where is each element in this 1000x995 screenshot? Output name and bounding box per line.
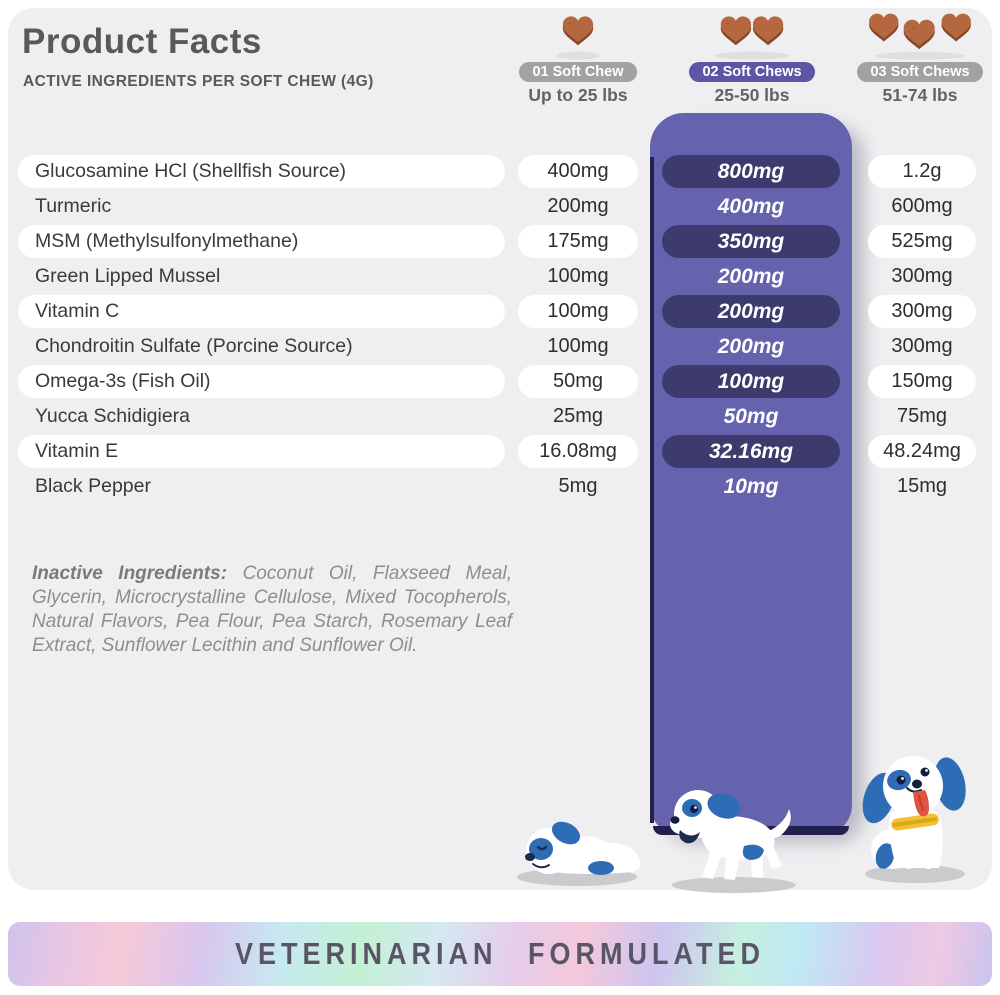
dose-3-value: 15mg (896, 475, 948, 497)
dose-3-value: 150mg (868, 365, 976, 398)
dose-2-value: 800mg (662, 155, 840, 188)
ingredient-row: MSM (Methylsulfonylmethane) 175mg 350mg … (0, 224, 1000, 259)
inactive-ingredients-label: Inactive Ingredients: (32, 563, 228, 584)
veterinarian-banner: VETERINARIAN FORMULATED (8, 922, 992, 986)
ingredient-name: Black Pepper (35, 475, 151, 497)
ingredient-name: Omega-3s (Fish Oil) (18, 365, 505, 398)
dose-3-value: 75mg (896, 405, 948, 427)
ingredient-name: MSM (Methylsulfonylmethane) (18, 225, 505, 258)
ingredient-row: Yucca Schidigiera 25mg 50mg 75mg (0, 399, 1000, 434)
dose-2-value: 200mg (717, 265, 785, 288)
ingredient-name: Chondroitin Sulfate (Porcine Source) (35, 335, 353, 357)
dose-2-value: 100mg (662, 365, 840, 398)
page-subtitle: ACTIVE INGREDIENTS PER SOFT CHEW (4G) (23, 73, 374, 90)
dog-lying-illustration (517, 821, 641, 886)
ingredient-row: Green Lipped Mussel 100mg 200mg 300mg (0, 259, 1000, 294)
dog-sitting-illustration (862, 756, 966, 883)
ingredient-row: Black Pepper 5mg 10mg 15mg (0, 469, 1000, 504)
dose-1-value: 100mg (518, 295, 638, 328)
dose-2-value: 400mg (717, 195, 785, 218)
dose-2-value: 32.16mg (662, 435, 840, 468)
dose-1-value: 25mg (552, 405, 604, 427)
dose-3-value: 1.2g (868, 155, 976, 188)
page-title: Product Facts (22, 22, 262, 61)
dose-3-value: 600mg (891, 195, 953, 217)
ingredient-name: Glucosamine HCl (Shellfish Source) (18, 155, 505, 188)
dose-1-value: 200mg (547, 195, 609, 217)
ingredient-name: Turmeric (35, 195, 112, 217)
dose-3-value: 48.24mg (868, 435, 976, 468)
ingredient-row: Turmeric 200mg 400mg 600mg (0, 189, 1000, 224)
dose-3-value: 300mg (891, 265, 953, 287)
dose-3-value: 300mg (868, 295, 976, 328)
soft-chew-hearts-icon (714, 16, 790, 60)
weight-range-label: 51-74 lbs (882, 85, 958, 105)
ingredient-row: Vitamin C 100mg 200mg 300mg (0, 294, 1000, 329)
dose-1-value: 100mg (547, 265, 609, 287)
dose-1-value: 50mg (518, 365, 638, 398)
dose-2-value: 200mg (717, 335, 785, 358)
dose-1-value: 5mg (558, 475, 598, 497)
dose-3-value: 525mg (868, 225, 976, 258)
soft-chew-heart-icon (556, 16, 600, 60)
veterinarian-banner-text: VETERINARIAN FORMULATED (235, 936, 765, 971)
dose-column-1: 01 Soft Chew Up to 25 lbs (493, 10, 663, 106)
inactive-ingredients-text: Coconut Oil, Flaxseed Meal, Glycerin, Mi… (32, 563, 512, 657)
dose-2-value: 350mg (662, 225, 840, 258)
dose-3-value: 300mg (891, 335, 953, 357)
ingredient-name: Vitamin E (18, 435, 505, 468)
dose-1-value: 400mg (518, 155, 638, 188)
chew-count-badge: 02 Soft Chews (689, 62, 815, 82)
ingredients-table: Glucosamine HCl (Shellfish Source) 400mg… (0, 154, 1000, 504)
dose-2-value: 50mg (723, 405, 779, 428)
dose-1-value: 175mg (518, 225, 638, 258)
ingredient-row: Vitamin E 16.08mg 32.16mg 48.24mg (0, 434, 1000, 469)
ingredient-name: Green Lipped Mussel (35, 265, 221, 287)
dog-walking-illustration (670, 790, 796, 893)
ingredient-name: Vitamin C (18, 295, 505, 328)
dose-column-3: 03 Soft Chews 51-74 lbs (835, 10, 1000, 106)
dose-2-value: 200mg (662, 295, 840, 328)
soft-chew-hearts-icon (869, 13, 971, 60)
dose-2-value: 10mg (723, 475, 779, 498)
ingredient-row: Glucosamine HCl (Shellfish Source) 400mg… (0, 154, 1000, 189)
dose-column-2: 02 Soft Chews 25-50 lbs (667, 10, 837, 106)
dose-1-value: 16.08mg (518, 435, 638, 468)
chew-count-badge: 01 Soft Chew (519, 62, 637, 82)
ingredient-row: Chondroitin Sulfate (Porcine Source) 100… (0, 329, 1000, 364)
ingredient-name: Yucca Schidigiera (35, 405, 191, 427)
weight-range-label: 25-50 lbs (714, 85, 790, 105)
chew-count-badge: 03 Soft Chews (857, 62, 983, 82)
dose-1-value: 100mg (547, 335, 609, 357)
ingredient-row: Omega-3s (Fish Oil) 50mg 100mg 150mg (0, 364, 1000, 399)
inactive-ingredients: Inactive Ingredients: Coconut Oil, Flaxs… (32, 562, 512, 659)
weight-range-label: Up to 25 lbs (528, 85, 628, 105)
